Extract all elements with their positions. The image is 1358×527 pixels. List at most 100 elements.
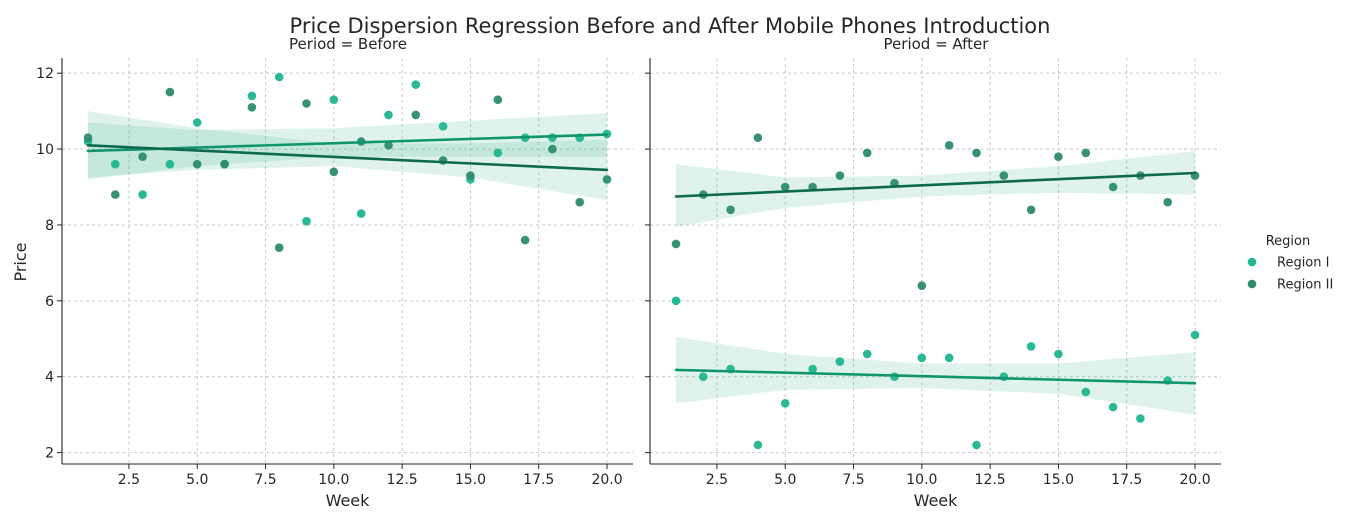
y-tick-label: 12 (36, 66, 54, 82)
y-tick-label: 8 (45, 218, 54, 234)
data-point-region-ii (671, 239, 681, 249)
data-point-region-ii (1054, 152, 1063, 161)
x-tick-label: 15.0 (455, 472, 486, 488)
x-tick-label: 15.0 (1043, 472, 1074, 488)
x-tick-label: 10.0 (318, 472, 349, 488)
legend: Region Region I Region II (1247, 234, 1333, 293)
data-point-region-i (1136, 414, 1145, 423)
data-point-region-ii (972, 148, 981, 158)
data-point-region-ii (835, 171, 845, 180)
data-point-region-i (1054, 349, 1063, 359)
data-point-region-ii (862, 148, 872, 158)
data-point-region-ii (83, 133, 93, 142)
data-point-region-i (411, 80, 421, 89)
data-point-region-i (111, 159, 120, 169)
data-point-region-ii (1081, 148, 1091, 158)
data-point-region-i (780, 399, 790, 408)
data-point-region-i (699, 372, 708, 382)
data-point-region-ii (111, 190, 120, 199)
regression-line-region-i (674, 368, 1197, 385)
regression-line-region-ii (674, 171, 1197, 198)
data-point-region-ii (944, 141, 954, 150)
panel-title: Period = Before (289, 35, 407, 53)
data-point-region-i (493, 148, 503, 158)
data-point-region-i (835, 357, 845, 366)
data-point-region-ii (302, 99, 311, 108)
legend-label: Region I (1277, 256, 1329, 271)
data-point-region-ii (999, 171, 1009, 180)
x-tick-label: 2.5 (706, 472, 728, 488)
legend-marker-region-i (1247, 257, 1257, 267)
x-tick-label: 7.5 (842, 472, 864, 488)
data-point-region-ii (220, 159, 229, 169)
x-tick-label: 5.0 (774, 472, 796, 488)
data-point-region-i (1081, 387, 1091, 397)
data-point-region-i (753, 440, 763, 450)
data-point-region-i (999, 372, 1009, 382)
data-point-region-i (862, 349, 872, 359)
data-point-region-ii (753, 133, 763, 142)
data-point-region-ii (548, 144, 557, 154)
panel-2: Period = After 2.5 5.0 7.5 10.0 12.5 15.0 17.5 2… (645, 35, 1221, 510)
x-tick-label: 17.5 (1111, 472, 1142, 488)
data-point-region-ii (1163, 197, 1172, 207)
x-tick-label: 10.0 (906, 472, 937, 488)
y-tick-label: 10 (36, 142, 54, 158)
data-point-region-ii (602, 175, 612, 184)
x-tick-label: 12.5 (975, 472, 1006, 488)
data-point-region-i (1026, 342, 1036, 351)
panel-title: Period = After (884, 35, 990, 53)
data-point-region-i (917, 353, 927, 363)
confidence-band-region-ii (88, 111, 607, 201)
data-point-region-ii (411, 110, 421, 120)
x-tick-label: 12.5 (387, 472, 418, 488)
data-point-region-i (302, 216, 311, 226)
legend-marker-region-ii (1247, 279, 1257, 289)
x-axis-label: Week (326, 491, 371, 510)
x-tick-label: 20.0 (591, 472, 622, 488)
x-tick-label: 17.5 (523, 472, 554, 488)
data-point-region-i (438, 122, 448, 131)
x-tick-label: 20.0 (1179, 472, 1210, 488)
data-point-region-ii (384, 141, 393, 150)
data-point-region-ii (917, 281, 927, 291)
data-point-region-ii (575, 197, 584, 207)
panels: Period = Before 2.5 5.0 7.5 10.0 12.5 15.0 17.5… (36, 35, 1221, 510)
data-point-region-i (972, 440, 981, 450)
data-point-region-ii (1108, 182, 1118, 192)
y-tick-label: 4 (45, 370, 54, 386)
data-point-region-i (1190, 330, 1200, 340)
data-point-region-ii (274, 243, 284, 252)
confidence-band-region-ii (676, 151, 1195, 227)
data-point-region-i (165, 159, 175, 169)
data-point-region-ii (329, 167, 339, 177)
x-tick-label: 5.0 (186, 472, 208, 488)
data-point-region-i (247, 91, 257, 101)
data-point-region-ii (138, 152, 147, 161)
data-point-region-i (384, 110, 393, 120)
y-tick-label: 6 (45, 294, 54, 310)
y-axis-label: Price (11, 242, 30, 281)
legend-label: Region II (1277, 278, 1333, 293)
regression-line-region-ii (86, 144, 609, 172)
data-point-region-ii (780, 182, 790, 192)
data-point-region-ii (165, 87, 175, 97)
data-point-region-i (192, 118, 202, 127)
data-point-region-ii (1026, 205, 1036, 215)
data-point-region-ii (520, 235, 530, 245)
data-point-region-ii (493, 95, 503, 104)
x-axis-label: Week (914, 491, 959, 510)
x-tick-label: 7.5 (254, 472, 276, 488)
y-tick-label: 2 (45, 446, 54, 462)
data-point-region-ii (247, 103, 257, 112)
panel-1: Period = Before 2.5 5.0 7.5 10.0 12.5 15.0 17.5… (36, 35, 633, 510)
legend-title: Region (1266, 234, 1311, 249)
data-point-region-i (274, 72, 284, 82)
data-point-region-i (671, 296, 681, 306)
confidence-band-region-i (88, 113, 607, 180)
data-point-region-i (944, 353, 954, 363)
data-point-region-ii (466, 171, 475, 180)
data-point-region-ii (192, 159, 202, 169)
